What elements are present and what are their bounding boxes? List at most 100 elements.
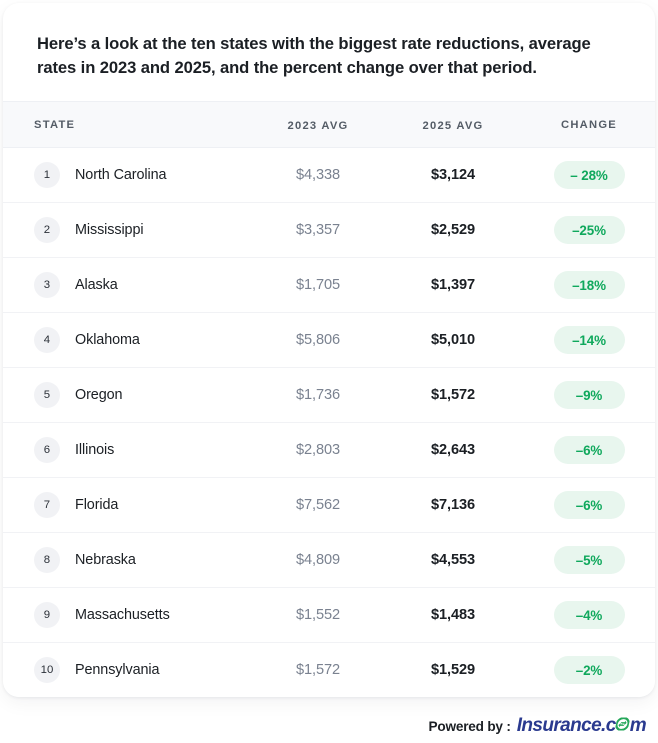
cell-2023-avg: $3,357	[253, 221, 383, 239]
change-badge: –4%	[553, 601, 625, 630]
column-header-2025-avg: 2025 AVG	[422, 119, 484, 132]
cell-state: 3 Alaska	[3, 272, 253, 299]
intro-section: Here’s a look at the ten states with the…	[3, 3, 655, 101]
state-name: Florida	[75, 497, 119, 514]
value-2025-avg: $1,529	[430, 662, 476, 679]
cell-change: –4%	[523, 601, 655, 630]
cell-2023-avg: $2,803	[253, 441, 383, 459]
value-2025-avg: $3,124	[430, 167, 476, 184]
cell-2025-avg: $5,010	[383, 331, 523, 349]
state-name: Massachusetts	[75, 607, 170, 624]
cell-change: –6%	[523, 491, 655, 520]
rank-badge: 1	[34, 162, 60, 189]
cell-state: 7 Florida	[3, 492, 253, 519]
logo-text-post: m	[629, 715, 647, 736]
cell-state: 4 Oklahoma	[3, 327, 253, 354]
state-name: North Carolina	[75, 167, 167, 184]
cell-state: 2 Mississippi	[3, 217, 253, 244]
state-name: Pennsylvania	[75, 662, 160, 679]
cell-2025-avg: $7,136	[383, 496, 523, 514]
cell-state: 5 Oregon	[3, 382, 253, 409]
cell-change: –2%	[523, 656, 655, 685]
state-name: Alaska	[75, 277, 118, 294]
value-2025-avg: $2,643	[430, 442, 476, 459]
rank-badge: 10	[34, 657, 60, 684]
rate-reduction-card: Here’s a look at the ten states with the…	[3, 3, 655, 698]
state-name: Nebraska	[75, 552, 136, 569]
change-badge: –6%	[553, 436, 625, 465]
state-name: Illinois	[75, 442, 115, 459]
value-2023-avg: $1,736	[295, 387, 341, 404]
cell-change: – 28%	[523, 161, 655, 190]
state-name: Oklahoma	[75, 332, 140, 349]
cell-change: –25%	[523, 216, 655, 245]
value-2025-avg: $1,572	[430, 387, 476, 404]
cell-change: –5%	[523, 546, 655, 575]
state-rate-table: STATE 2023 AVG 2025 AVG CHANGE 1 North Ca…	[3, 101, 655, 698]
cell-2023-avg: $4,809	[253, 551, 383, 569]
footer-attribution: Powered by : Insurance.c m	[428, 715, 646, 737]
value-2023-avg: $3,357	[295, 222, 341, 239]
cell-2023-avg: $1,552	[253, 606, 383, 624]
rank-badge: 4	[34, 327, 60, 354]
cell-state: 6 Illinois	[3, 437, 253, 464]
change-badge: –25%	[553, 216, 625, 245]
cell-state: 1 North Carolina	[3, 162, 253, 189]
value-2023-avg: $1,705	[295, 277, 341, 294]
column-header-state-wrap: STATE	[3, 119, 253, 131]
cell-2025-avg: $1,572	[383, 386, 523, 404]
column-header-change-wrap: CHANGE	[523, 119, 655, 131]
rank-badge: 2	[34, 217, 60, 244]
cell-2023-avg: $4,338	[253, 166, 383, 184]
value-2025-avg: $1,397	[430, 277, 476, 294]
table-row: 2 Mississippi $3,357 $2,529 –25%	[3, 203, 655, 259]
rank-badge: 5	[34, 382, 60, 409]
value-2025-avg: $4,553	[430, 552, 476, 569]
cell-2025-avg: $1,483	[383, 606, 523, 624]
cell-change: –18%	[523, 271, 655, 300]
cell-2023-avg: $1,705	[253, 276, 383, 294]
table-row: 1 North Carolina $4,338 $3,124 – 28%	[3, 148, 655, 204]
column-header-2023-avg: 2023 AVG	[287, 119, 349, 132]
table-row: 10 Pennsylvania $1,572 $1,529 –2%	[3, 643, 655, 698]
column-header-2025-wrap: 2025 AVG	[383, 116, 523, 134]
table-row: 9 Massachusetts $1,552 $1,483 –4%	[3, 588, 655, 644]
cell-2025-avg: $1,397	[383, 276, 523, 294]
cell-2023-avg: $1,736	[253, 386, 383, 404]
table-row: 8 Nebraska $4,809 $4,553 –5%	[3, 533, 655, 589]
cell-2025-avg: $3,124	[383, 166, 523, 184]
cell-change: –6%	[523, 436, 655, 465]
cell-2025-avg: $4,553	[383, 551, 523, 569]
rank-badge: 3	[34, 272, 60, 299]
insurance-dot-com-logo[interactable]: Insurance.c m	[517, 715, 647, 737]
table-header-row: STATE 2023 AVG 2025 AVG CHANGE	[3, 101, 655, 149]
powered-by-label: Powered by :	[428, 719, 511, 734]
table-row: 7 Florida $7,562 $7,136 –6%	[3, 478, 655, 534]
table-row: 4 Oklahoma $5,806 $5,010 –14%	[3, 313, 655, 369]
rank-badge: 7	[34, 492, 60, 519]
recycle-o-icon	[615, 717, 631, 731]
table-row: 5 Oregon $1,736 $1,572 –9%	[3, 368, 655, 424]
rank-badge: 8	[34, 547, 60, 574]
change-badge: – 28%	[553, 161, 625, 190]
rank-badge: 6	[34, 437, 60, 464]
value-2023-avg: $4,809	[295, 552, 341, 569]
column-header-change: CHANGE	[561, 118, 617, 131]
change-badge: –14%	[553, 326, 625, 355]
state-name: Mississippi	[75, 222, 144, 239]
value-2025-avg: $7,136	[430, 497, 476, 514]
value-2023-avg: $7,562	[295, 497, 341, 514]
table-row: 3 Alaska $1,705 $1,397 –18%	[3, 258, 655, 314]
value-2023-avg: $1,572	[295, 662, 341, 679]
cell-state: 10 Pennsylvania	[3, 657, 253, 684]
cell-2023-avg: $7,562	[253, 496, 383, 514]
cell-change: –14%	[523, 326, 655, 355]
value-2023-avg: $4,338	[295, 167, 341, 184]
value-2023-avg: $2,803	[295, 442, 341, 459]
cell-2023-avg: $1,572	[253, 661, 383, 679]
change-badge: –2%	[553, 656, 625, 685]
value-2023-avg: $5,806	[295, 332, 341, 349]
column-header-2023-wrap: 2023 AVG	[253, 116, 383, 134]
table-row: 6 Illinois $2,803 $2,643 –6%	[3, 423, 655, 479]
change-badge: –9%	[553, 381, 625, 410]
